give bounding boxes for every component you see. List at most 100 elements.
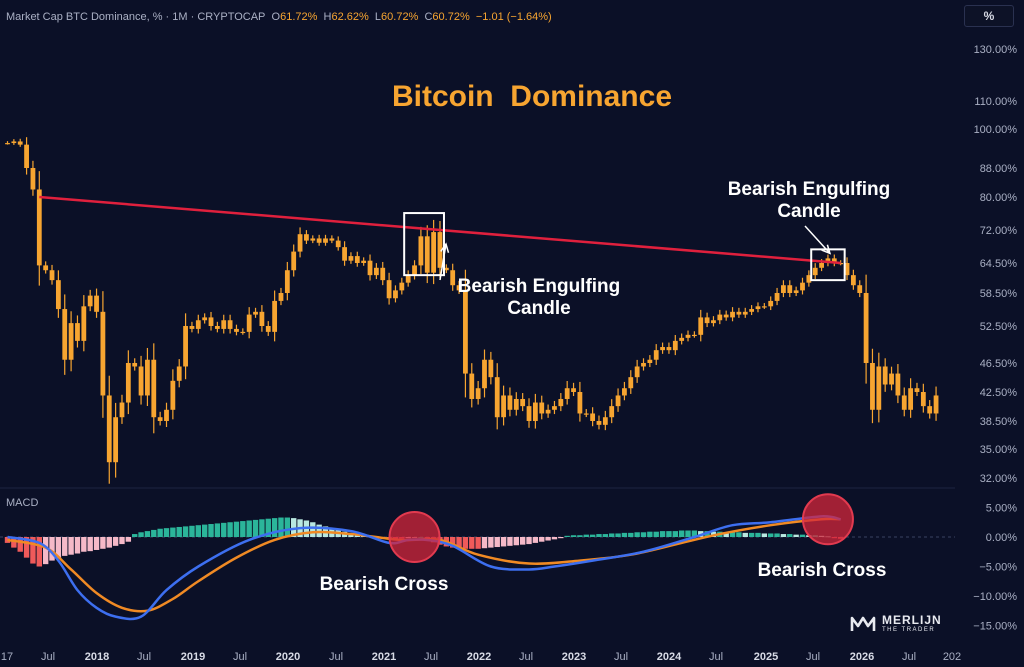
candle-body bbox=[895, 373, 901, 396]
histogram-bar bbox=[23, 537, 30, 558]
candle-body bbox=[679, 337, 685, 341]
candle-body bbox=[342, 247, 347, 261]
histogram-bar bbox=[265, 518, 271, 537]
histogram-bar bbox=[227, 522, 233, 537]
macd-label: MACD bbox=[6, 497, 38, 509]
candle-body bbox=[399, 282, 405, 291]
price-tick-label: 38.50% bbox=[980, 416, 1018, 428]
candle-body bbox=[660, 347, 665, 351]
candle-body bbox=[539, 402, 545, 414]
trendline-layer bbox=[39, 195, 841, 265]
candle-body bbox=[125, 363, 131, 403]
annotation-label-line2: Candle bbox=[507, 298, 570, 319]
histogram-bar bbox=[138, 532, 144, 537]
histogram-bar bbox=[182, 526, 189, 537]
time-axis-label: Jul bbox=[709, 651, 723, 663]
candle-body bbox=[367, 260, 373, 276]
histogram-bar bbox=[284, 517, 291, 537]
price-tick-label: 64.50% bbox=[980, 258, 1018, 270]
candle-body bbox=[94, 295, 99, 312]
histogram-bar bbox=[233, 521, 240, 537]
candle-body bbox=[819, 263, 824, 268]
histogram-bar bbox=[519, 537, 526, 545]
candle-body bbox=[717, 314, 723, 321]
time-axis-label: 2018 bbox=[85, 651, 109, 663]
candle-body bbox=[259, 311, 265, 326]
histogram-bar bbox=[761, 533, 768, 537]
candle-body bbox=[482, 359, 487, 389]
histogram-bar bbox=[11, 537, 17, 548]
candle-body bbox=[393, 290, 398, 299]
histogram-bar bbox=[119, 537, 125, 545]
histogram-bar bbox=[500, 537, 507, 547]
price-tick-label: 130.00% bbox=[974, 44, 1018, 56]
time-axis-label: 202 bbox=[943, 651, 961, 663]
annotation-label-line2: Candle bbox=[777, 201, 840, 222]
candle-body bbox=[596, 421, 602, 425]
time-axis-label: Jul bbox=[137, 651, 151, 663]
candle-body bbox=[265, 326, 271, 332]
candle-body bbox=[812, 267, 818, 276]
candle-body bbox=[749, 309, 755, 312]
histogram-bar bbox=[30, 537, 36, 564]
histogram-bar bbox=[189, 525, 195, 537]
candle-body bbox=[284, 270, 290, 293]
candle-body bbox=[870, 363, 875, 410]
candle-body bbox=[272, 300, 278, 332]
candle-body bbox=[577, 392, 583, 414]
candle-body bbox=[361, 260, 367, 263]
histogram-bar bbox=[450, 537, 456, 548]
price-tick-label: 110.00% bbox=[974, 96, 1017, 108]
candle-body bbox=[138, 366, 144, 396]
candle-body bbox=[75, 323, 80, 341]
candle-body bbox=[933, 395, 939, 414]
time-axis-label: Jul bbox=[424, 651, 438, 663]
histogram-bar bbox=[596, 534, 602, 537]
histogram-bar bbox=[481, 537, 488, 549]
histogram-bar bbox=[729, 532, 736, 537]
candle-body bbox=[927, 406, 933, 414]
open-value: 61.72% bbox=[280, 11, 318, 23]
candle-body bbox=[571, 388, 576, 392]
percent-scale-button[interactable]: % bbox=[964, 5, 1014, 27]
histogram-bar bbox=[125, 537, 132, 542]
candles bbox=[5, 137, 939, 484]
candle-body bbox=[195, 320, 201, 329]
bearish-cross-label: Bearish Cross bbox=[320, 574, 449, 595]
candle-body bbox=[857, 285, 863, 293]
histogram-bar bbox=[214, 523, 221, 537]
candle-body bbox=[520, 398, 526, 407]
candle-body bbox=[81, 306, 87, 341]
candle-body bbox=[87, 295, 93, 307]
time-axis-label: 2021 bbox=[372, 651, 396, 663]
candle-body bbox=[800, 282, 805, 291]
candle-body bbox=[405, 275, 411, 283]
bearish-cross-label: Bearish Cross bbox=[758, 560, 887, 581]
candle-body bbox=[176, 366, 182, 381]
candle-body bbox=[240, 331, 246, 334]
candle-body bbox=[882, 366, 888, 385]
candle-body bbox=[132, 363, 138, 367]
annotation-arrow-shaft bbox=[439, 243, 447, 281]
price-tick-label: 35.00% bbox=[980, 444, 1018, 456]
time-axis-label: 2020 bbox=[276, 651, 300, 663]
candle-body bbox=[55, 280, 61, 310]
histogram-bar bbox=[68, 537, 74, 555]
annotation-arrow-shaft bbox=[804, 225, 831, 254]
histogram-bar bbox=[55, 537, 62, 559]
histogram-bar bbox=[100, 537, 106, 549]
time-axis-label: 2026 bbox=[850, 651, 874, 663]
candle-body bbox=[488, 359, 494, 378]
candle-body bbox=[68, 323, 74, 360]
histogram-bar bbox=[469, 537, 475, 549]
histogram-bar bbox=[507, 537, 513, 546]
candle-body bbox=[622, 388, 627, 396]
price-tick-label: 88.00% bbox=[980, 163, 1018, 175]
histogram-bar bbox=[17, 537, 23, 552]
candle-body bbox=[297, 234, 303, 252]
candle-body bbox=[463, 290, 468, 374]
candle-body bbox=[119, 402, 125, 418]
price-tick-label: 42.50% bbox=[980, 387, 1018, 399]
candle-body bbox=[545, 409, 551, 414]
